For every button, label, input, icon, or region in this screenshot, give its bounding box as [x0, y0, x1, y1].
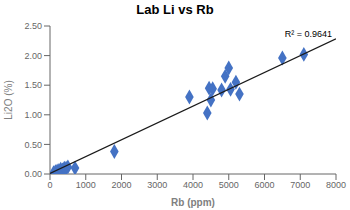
svg-text:0.00: 0.00: [24, 169, 42, 179]
svg-text:4000: 4000: [183, 180, 203, 190]
svg-text:1.50: 1.50: [24, 80, 42, 90]
svg-text:Rb (ppm): Rb (ppm): [171, 197, 215, 208]
svg-text:0.50: 0.50: [24, 140, 42, 150]
svg-text:8000: 8000: [326, 180, 342, 190]
svg-text:Li2O (%): Li2O (%): [8, 80, 14, 119]
svg-text:2000: 2000: [111, 180, 131, 190]
html-text:R² = 0.9641: R² = 0.9641: [284, 29, 332, 39]
svg-text:0: 0: [47, 180, 52, 190]
svg-text:6000: 6000: [254, 180, 274, 190]
svg-text:2.50: 2.50: [24, 21, 42, 31]
svg-text:7000: 7000: [290, 180, 310, 190]
svg-text:1000: 1000: [76, 180, 96, 190]
svg-text:3000: 3000: [147, 180, 167, 190]
svg-text:2.00: 2.00: [24, 51, 42, 61]
svg-text:5000: 5000: [219, 180, 239, 190]
html-text:Lab Li vs Rb: Lab Li vs Rb: [136, 2, 214, 17]
svg-text:1.00: 1.00: [24, 110, 42, 120]
